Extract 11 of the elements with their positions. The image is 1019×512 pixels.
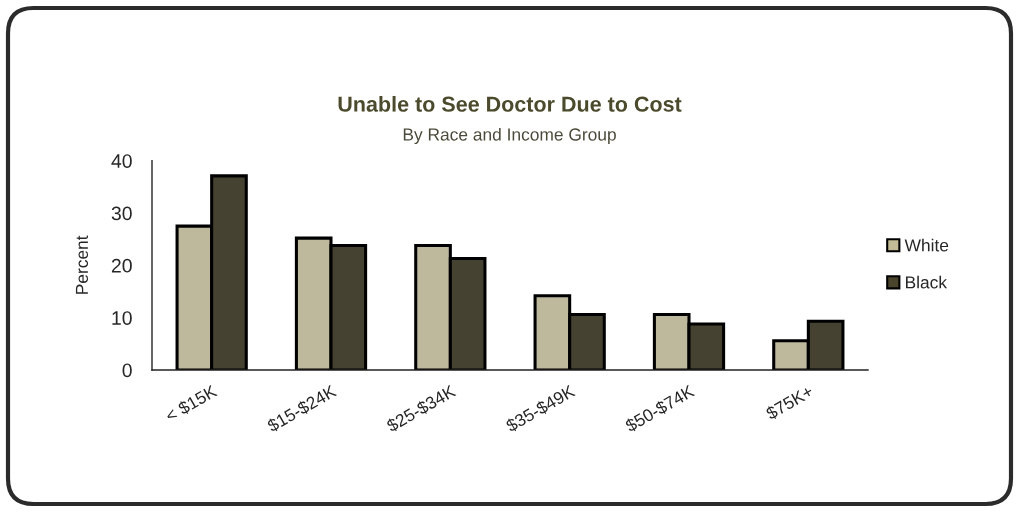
legend-label: White	[904, 238, 949, 252]
chart-subtitle: By Race and Income Group	[403, 127, 616, 145]
legend-label: Black	[905, 275, 948, 289]
y-axis-title: Percent	[75, 235, 89, 294]
y-tick-label: 40	[111, 154, 132, 168]
y-tick-label: 0	[122, 363, 132, 378]
y-tick-label: 30	[111, 206, 132, 221]
y-tick-label: 20	[111, 258, 132, 273]
x-tick-label: < $15K	[164, 383, 219, 424]
y-tick-label: 10	[112, 311, 132, 325]
chart-title: Unable to See Doctor Due to Cost	[338, 95, 682, 112]
